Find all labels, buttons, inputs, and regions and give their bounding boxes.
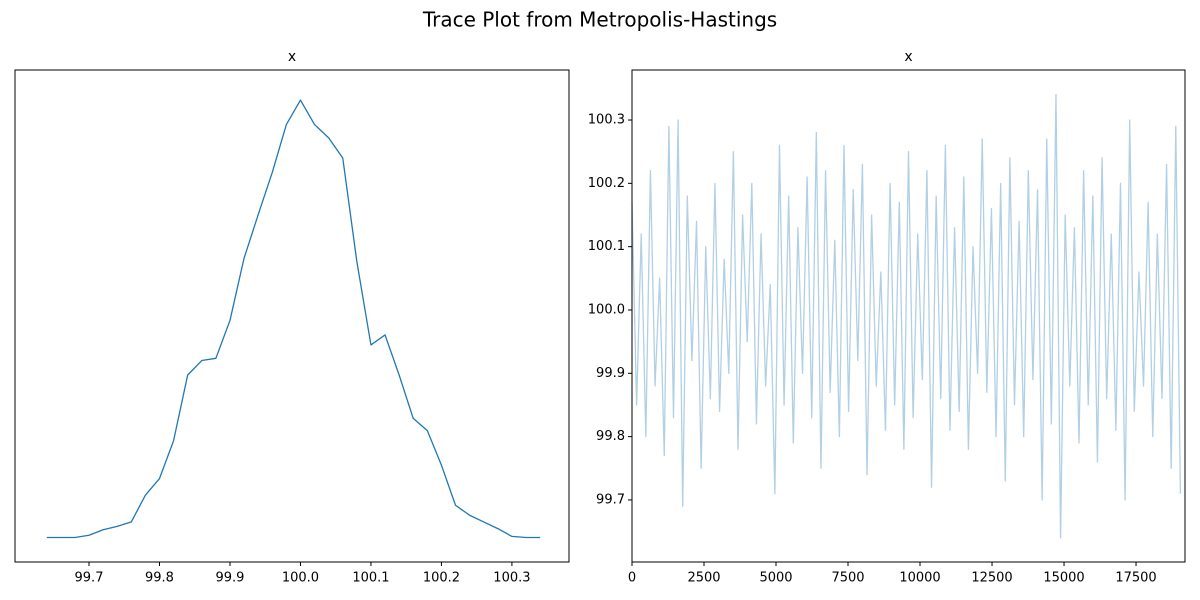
x-tick-label: 12500 [971,571,1012,586]
y-tick-label: 100.2 [588,176,625,191]
x-tick-label: 100.1 [352,571,389,586]
data-line [46,99,541,539]
y-tick-label: 100.1 [588,239,625,254]
x-tick-label: 15000 [1043,571,1084,586]
y-tick-label: 99.9 [596,366,625,381]
x-tick-label: 99.9 [215,571,244,586]
y-tick-label: 100.3 [588,113,625,128]
subplot-title: x [904,49,912,65]
x-tick-label: 100.0 [282,571,319,586]
x-tick-label: 99.8 [145,571,174,586]
y-tick-label: 99.7 [596,492,625,507]
y-tick-label: 100.0 [588,302,625,317]
x-tick-label: 7500 [831,571,864,586]
x-tick-label: 10000 [899,571,940,586]
figure-title: Trace Plot from Metropolis-Hastings [422,8,777,32]
x-tick-label: 100.3 [493,571,530,586]
x-tick-label: 0 [628,571,636,586]
x-tick-label: 2500 [687,571,720,586]
axes-frame [631,69,1186,563]
subplot-title: x [288,49,296,65]
x-tick-label: 99.7 [75,571,104,586]
x-tick-label: 100.2 [423,571,460,586]
x-tick-label: 17500 [1115,571,1156,586]
data-line [631,94,1182,539]
axes-frame [14,69,570,563]
x-tick-label: 5000 [759,571,792,586]
y-tick-label: 99.8 [596,429,625,444]
